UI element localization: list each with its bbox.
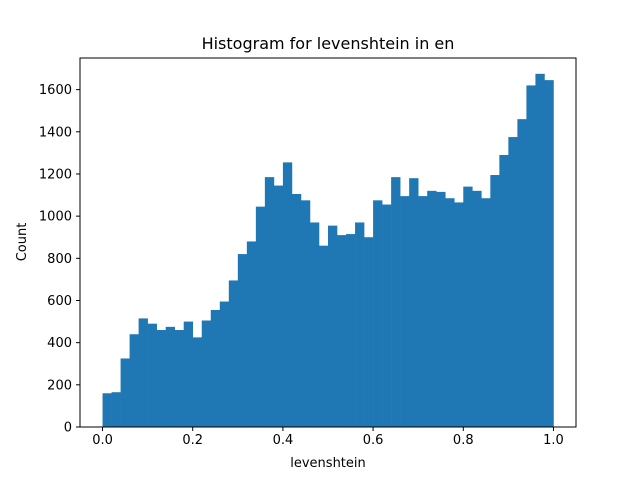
y-tick-label: 600 — [47, 294, 72, 309]
histogram-bar — [102, 393, 112, 427]
x-tick-label: 1.0 — [543, 433, 564, 448]
y-tick-label: 0 — [64, 421, 72, 436]
histogram-bar — [481, 198, 491, 427]
x-tick-label: 0.8 — [453, 433, 474, 448]
histogram-bar — [499, 154, 509, 427]
histogram-bar — [165, 326, 175, 427]
histogram-bar — [228, 280, 239, 427]
histogram-bar — [355, 222, 365, 427]
histogram-bar — [129, 334, 139, 427]
x-tick-label: 0.4 — [273, 433, 294, 448]
histogram-bar — [544, 80, 554, 427]
histogram-bar — [517, 119, 527, 428]
histogram-bar — [219, 301, 230, 427]
histogram-bar — [346, 234, 356, 427]
bars-group — [102, 73, 554, 428]
histogram-bar — [391, 177, 401, 427]
histogram-bar — [400, 196, 410, 427]
y-tick-label: 1400 — [39, 125, 72, 140]
x-tick-label: 0.2 — [182, 433, 203, 448]
histogram-bar — [508, 137, 518, 428]
x-axis: 0.0 0.2 0.4 0.6 0.8 1.0 — [92, 427, 564, 448]
y-axis: 0 200 400 600 800 1000 1200 1400 1600 — [39, 83, 80, 436]
chart-title: Histogram for levenshtein in en — [202, 34, 455, 53]
histogram-bar — [246, 241, 257, 427]
histogram-bar — [409, 178, 419, 427]
histogram-bar — [445, 198, 455, 427]
plot-area-frame — [79, 57, 577, 428]
histogram-bar — [382, 204, 392, 427]
histogram-bar — [138, 318, 148, 427]
histogram-bar — [526, 85, 536, 427]
x-axis-label: levenshtein — [290, 456, 366, 471]
y-tick-label: 400 — [47, 336, 72, 351]
y-tick-label: 1200 — [39, 167, 72, 182]
histogram-bar — [111, 392, 121, 427]
histogram-bar — [192, 337, 203, 427]
histogram-bar — [427, 190, 437, 427]
histogram-bar — [120, 358, 130, 427]
y-tick-label: 1600 — [39, 83, 72, 98]
y-tick-label: 1000 — [39, 210, 72, 225]
histogram-bar — [418, 196, 428, 427]
histogram-bar — [210, 309, 221, 427]
histogram-bar — [201, 320, 212, 427]
y-tick-label: 200 — [47, 378, 72, 393]
histogram-bar — [147, 323, 157, 427]
histogram-bar — [436, 191, 446, 427]
histogram-bar — [264, 177, 275, 427]
histogram-bar — [255, 206, 266, 427]
histogram-bar — [337, 235, 347, 427]
histogram-bar — [364, 237, 374, 427]
y-tick-label: 800 — [47, 252, 72, 267]
histogram-bar — [300, 200, 311, 427]
histogram-bar — [318, 245, 329, 427]
histogram-bar — [291, 194, 302, 427]
histogram-bar — [183, 321, 194, 427]
histogram-bar — [454, 202, 464, 427]
histogram-bar — [309, 222, 320, 427]
histogram-bar — [273, 185, 284, 427]
x-tick-label: 0.0 — [92, 433, 113, 448]
histogram-bar — [282, 162, 293, 428]
histogram-bar — [535, 73, 545, 428]
histogram-bar — [472, 190, 482, 427]
histogram-bar — [463, 186, 473, 427]
histogram-bar — [328, 225, 338, 427]
histogram-bar — [174, 330, 185, 427]
histogram-bar — [237, 254, 248, 427]
y-axis-label: Count — [15, 223, 30, 262]
histogram-bar — [156, 330, 166, 427]
histogram-bar — [490, 175, 500, 427]
histogram-bar — [373, 200, 383, 427]
x-tick-label: 0.6 — [363, 433, 384, 448]
